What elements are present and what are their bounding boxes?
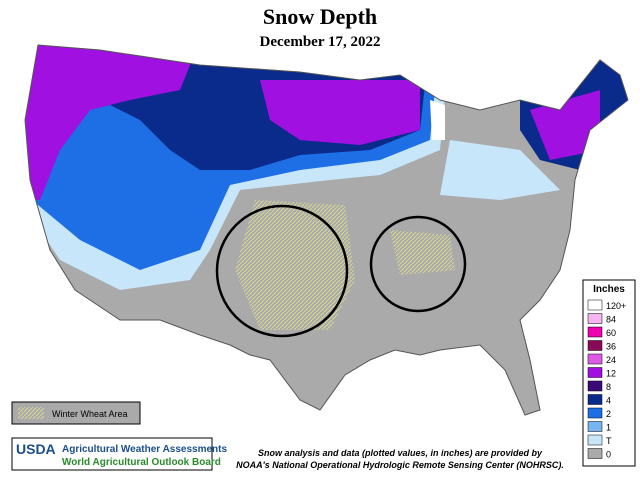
legend-swatch [587,367,603,378]
logo: USDA Agricultural Weather Assessments Wo… [11,437,227,471]
legend-label: 60 [606,328,616,338]
legend-label: 36 [606,342,616,352]
footnote: NOAA's National Operational Hydrologic R… [236,460,564,470]
legend-label: 1 [606,423,611,433]
legend-title: Inches [593,284,625,295]
legend-swatch [587,407,603,419]
legend-swatch [587,313,603,324]
legend-swatch [587,434,603,446]
legend-swatch [587,448,603,459]
legend-label: 2 [606,409,611,419]
circle [369,215,467,313]
usda: USDA [16,441,56,457]
legend-swatch [587,353,603,365]
legend-label: 12 [606,369,616,379]
wheat-legend: Winter Wheat Area [11,401,141,425]
legend-label: 4 [606,396,611,406]
legend-label: 0 [606,450,611,460]
legend-swatch [587,394,603,405]
wheat-label: Winter Wheat Area [52,409,128,419]
legend-swatch [587,421,603,432]
legend-swatch [587,340,603,351]
org-line: World Agricultural Outlook Board [62,457,221,468]
legend-swatch [587,299,603,311]
legend-label: 84 [606,315,616,325]
legend-swatch [587,380,603,392]
subtitle: December 17, 2022 [260,34,381,50]
circle [215,204,349,338]
footnote: Snow analysis and data (plotted values, … [258,448,543,458]
legend-label: 24 [606,355,616,365]
title: Snow Depth [263,4,377,29]
legend-label: 8 [606,382,611,392]
legend-label: 120+ [606,301,626,311]
us-map [25,45,628,415]
legend-swatch [587,326,603,338]
legend-label: T [606,436,612,446]
org-line: Agricultural Weather Assessments [62,444,227,455]
